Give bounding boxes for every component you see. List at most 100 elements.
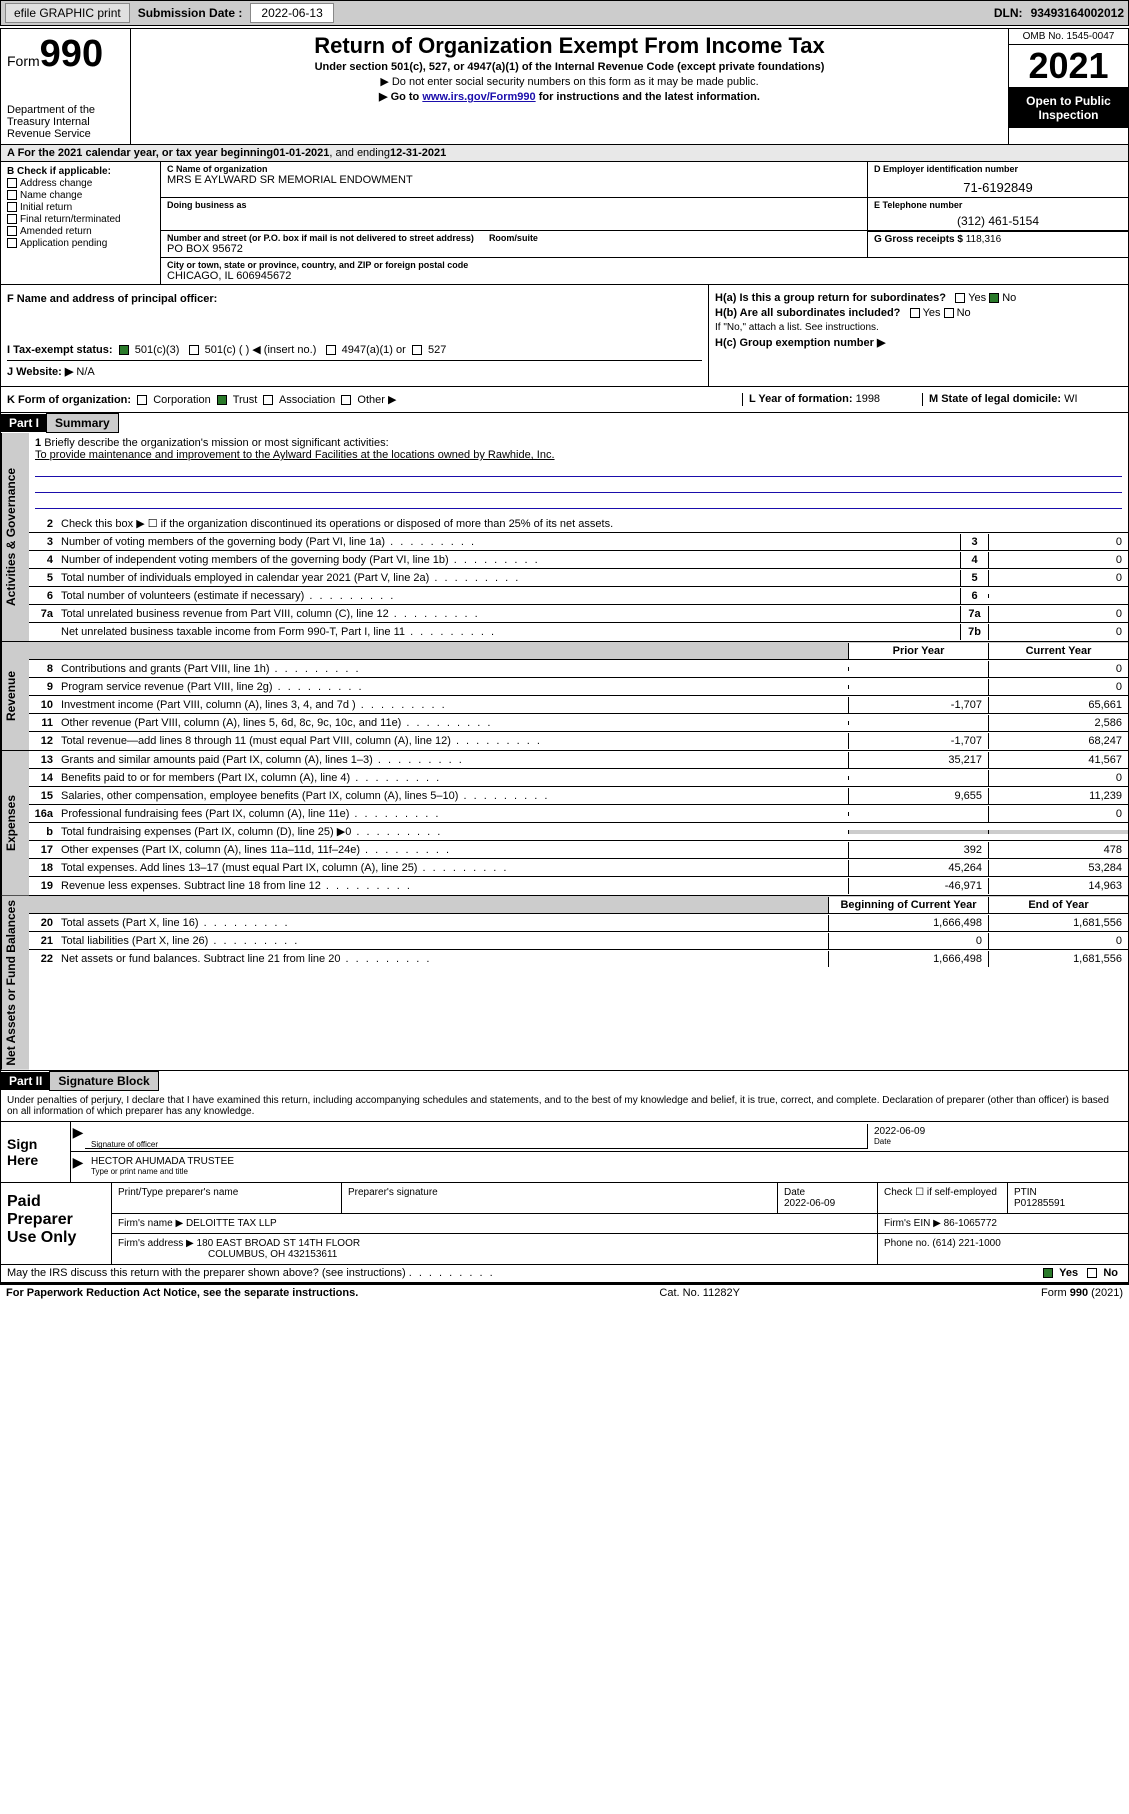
chk-527[interactable] bbox=[412, 345, 422, 355]
sub3-pre: ▶ Go to bbox=[379, 91, 422, 103]
part-2-title: Signature Block bbox=[49, 1071, 158, 1091]
line-21: 21Total liabilities (Part X, line 26)00 bbox=[29, 932, 1128, 950]
chk-association[interactable] bbox=[263, 395, 273, 405]
chk-501c3[interactable] bbox=[119, 345, 129, 355]
ha-no[interactable] bbox=[989, 293, 999, 303]
dln-value: 93493164002012 bbox=[1031, 6, 1124, 20]
line-desc: Total revenue—add lines 8 through 11 (mu… bbox=[57, 733, 848, 749]
sig-date-label: Date bbox=[874, 1137, 1122, 1146]
open-public-badge: Open to Public Inspection bbox=[1009, 88, 1128, 128]
chk-name-change[interactable]: Name change bbox=[7, 190, 154, 201]
hb-note: If "No," attach a list. See instructions… bbox=[715, 322, 1122, 333]
prep-name-label: Print/Type preparer's name bbox=[118, 1187, 335, 1198]
chk-other[interactable] bbox=[341, 395, 351, 405]
gov-line-6: 6Total number of volunteers (estimate if… bbox=[29, 587, 1128, 605]
hc-label: H(c) Group exemption number ▶ bbox=[715, 336, 1122, 349]
footer-mid: Cat. No. 11282Y bbox=[659, 1287, 740, 1299]
line-desc: Total assets (Part X, line 16) bbox=[57, 915, 828, 931]
phone-label: Phone no. bbox=[884, 1238, 930, 1249]
chk-address-change[interactable]: Address change bbox=[7, 178, 154, 189]
dln-label: DLN: bbox=[994, 6, 1023, 20]
irs-link[interactable]: www.irs.gov/Form990 bbox=[422, 91, 535, 103]
org-name-label: C Name of organization bbox=[167, 164, 861, 174]
line-8: 8Contributions and grants (Part VIII, li… bbox=[29, 660, 1128, 678]
row-klm: K Form of organization: Corporation Trus… bbox=[1, 387, 1128, 413]
prior-val bbox=[848, 776, 988, 780]
chk-501c[interactable] bbox=[189, 345, 199, 355]
prior-val: 392 bbox=[848, 842, 988, 858]
line-desc: Salaries, other compensation, employee b… bbox=[57, 788, 848, 804]
chk-application-pending[interactable]: Application pending bbox=[7, 238, 154, 249]
discuss-yes-chk[interactable] bbox=[1043, 1268, 1053, 1278]
end-year-header: End of Year bbox=[988, 897, 1128, 913]
prep-date-value: 2022-06-09 bbox=[784, 1198, 871, 1209]
part-2-badge: Part II bbox=[1, 1072, 50, 1090]
curr-val: 478 bbox=[988, 842, 1128, 858]
section-bcde: B Check if applicable: Address change Na… bbox=[1, 162, 1128, 285]
ein-value: 71-6192849 bbox=[874, 180, 1122, 195]
row-a-tax-year: A For the 2021 calendar year, or tax yea… bbox=[1, 145, 1128, 162]
section-net-assets: Net Assets or Fund Balances Beginning of… bbox=[1, 896, 1128, 1071]
line-desc: Total fundraising expenses (Part IX, col… bbox=[57, 823, 848, 840]
hb-yes[interactable] bbox=[910, 308, 920, 318]
chk-final-return[interactable]: Final return/terminated bbox=[7, 214, 154, 225]
gov-line-7b: Net unrelated business taxable income fr… bbox=[29, 623, 1128, 641]
col-b-title: B Check if applicable: bbox=[7, 166, 154, 177]
tax-year: 2021 bbox=[1009, 45, 1128, 88]
side-label-revenue: Revenue bbox=[1, 642, 29, 750]
ha-yes[interactable] bbox=[955, 293, 965, 303]
form-word: Form bbox=[7, 53, 40, 69]
sign-here-row: Sign Here ▶ Signature of officer 2022-06… bbox=[1, 1121, 1128, 1182]
line-num: 13 bbox=[29, 754, 57, 766]
column-cde: C Name of organization MRS E AYLWARD SR … bbox=[161, 162, 1128, 284]
line-val: 0 bbox=[988, 606, 1128, 622]
gov-line-5: 5Total number of individuals employed in… bbox=[29, 569, 1128, 587]
line-num: 3 bbox=[29, 536, 57, 548]
submission-date-label: Submission Date : bbox=[138, 6, 243, 20]
principal-officer-label: F Name and address of principal officer: bbox=[7, 293, 702, 305]
side-label-net: Net Assets or Fund Balances bbox=[1, 896, 29, 1070]
tax-year-end: 12-31-2021 bbox=[390, 147, 446, 159]
line-desc: Number of independent voting members of … bbox=[57, 552, 960, 568]
line-box: 5 bbox=[960, 570, 988, 586]
prior-val: 35,217 bbox=[848, 752, 988, 768]
line-desc: Total number of volunteers (estimate if … bbox=[57, 588, 960, 604]
curr-val: 14,963 bbox=[988, 878, 1128, 894]
chk-corporation[interactable] bbox=[137, 395, 147, 405]
prior-val: -1,707 bbox=[848, 733, 988, 749]
line-desc: Net unrelated business taxable income fr… bbox=[57, 624, 960, 640]
chk-initial-return[interactable]: Initial return bbox=[7, 202, 154, 213]
line-num: 15 bbox=[29, 790, 57, 802]
line-num: 9 bbox=[29, 681, 57, 693]
discuss-no-chk[interactable] bbox=[1087, 1268, 1097, 1278]
line-desc: Number of voting members of the governin… bbox=[57, 534, 960, 550]
chk-amended-return[interactable]: Amended return bbox=[7, 226, 154, 237]
line-num: 21 bbox=[29, 935, 57, 947]
prior-val bbox=[848, 685, 988, 689]
m-label: M State of legal domicile: bbox=[929, 393, 1061, 405]
footer-left: For Paperwork Reduction Act Notice, see … bbox=[6, 1287, 358, 1299]
line-num: 5 bbox=[29, 572, 57, 584]
part-2-header-row: Part IISignature Block bbox=[1, 1071, 1128, 1091]
curr-val: 0 bbox=[988, 806, 1128, 822]
current-year-header: Current Year bbox=[988, 643, 1128, 659]
part-1-badge: Part I bbox=[1, 414, 47, 432]
l-label: L Year of formation: bbox=[749, 393, 853, 405]
ein-label: D Employer identification number bbox=[874, 164, 1122, 174]
section-activities-governance: Activities & Governance 1 Briefly descri… bbox=[1, 433, 1128, 642]
hb-no[interactable] bbox=[944, 308, 954, 318]
form-990-container: Form990 Department of the Treasury Inter… bbox=[0, 28, 1129, 1284]
sub3-post: for instructions and the latest informat… bbox=[536, 91, 760, 103]
form-subtitle-1: Under section 501(c), 527, or 4947(a)(1)… bbox=[137, 61, 1002, 73]
line-20: 20Total assets (Part X, line 16)1,666,49… bbox=[29, 914, 1128, 932]
firm-name-label: Firm's name ▶ bbox=[118, 1218, 183, 1229]
website-label: J Website: ▶ bbox=[7, 366, 73, 378]
chk-4947[interactable] bbox=[326, 345, 336, 355]
chk-trust[interactable] bbox=[217, 395, 227, 405]
org-name: MRS E AYLWARD SR MEMORIAL ENDOWMENT bbox=[167, 174, 861, 186]
curr-val: 2,586 bbox=[988, 715, 1128, 731]
q1-num: 1 bbox=[35, 437, 41, 449]
line-num: 10 bbox=[29, 699, 57, 711]
firm-addr-label: Firm's address ▶ bbox=[118, 1238, 194, 1249]
efile-print-button[interactable]: efile GRAPHIC print bbox=[5, 3, 130, 23]
